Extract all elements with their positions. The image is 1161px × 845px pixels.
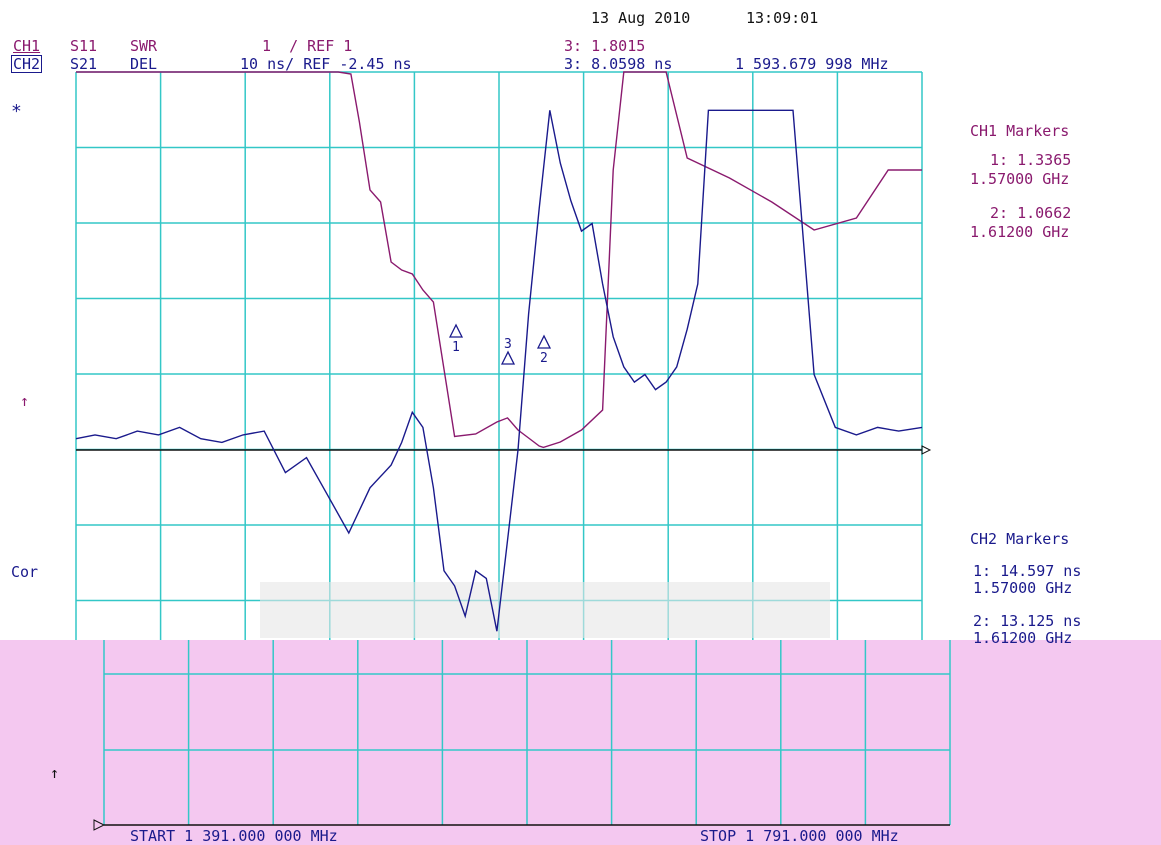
trace-ch1-swr bbox=[76, 71, 922, 449]
ch1-marker-2-value: 2: 1.0662 bbox=[990, 204, 1072, 222]
reference-line-end-marker bbox=[921, 445, 932, 455]
ch2-label[interactable]: CH2 bbox=[11, 55, 43, 73]
ch1-marker-1-value: 1: 1.3365 bbox=[990, 151, 1072, 169]
ch2-param: S21 bbox=[70, 55, 98, 73]
marker-1-triangle bbox=[448, 323, 464, 338]
marker-3-triangle bbox=[500, 350, 516, 365]
ch2-marker-frequency: 1 593.679 998 MHz bbox=[735, 55, 889, 73]
time-label: 13:09:01 bbox=[746, 9, 819, 27]
ch1-format: SWR bbox=[130, 37, 158, 55]
start-frequency: START 1 391.000 000 MHz bbox=[130, 827, 338, 845]
bottom-reference-marker bbox=[93, 819, 106, 831]
marker-2-label: 2 bbox=[540, 351, 548, 366]
ch2-format: DEL bbox=[130, 55, 158, 73]
grid-lower bbox=[103, 640, 951, 825]
ch2-markers-title: CH2 Markers bbox=[970, 530, 1070, 548]
ch2-scale: 10 ns/ REF -2.45 ns bbox=[240, 55, 412, 73]
ch2-marker-1-value: 1: 14.597 ns bbox=[973, 562, 1082, 580]
ch1-marker-2-freq: 1.61200 GHz bbox=[970, 223, 1070, 241]
overlay-streak bbox=[260, 582, 830, 638]
trace-ch2-delay bbox=[75, 109, 923, 632]
stop-frequency: STOP 1 791.000 000 MHz bbox=[700, 827, 899, 845]
correction-indicator: Cor bbox=[11, 563, 39, 581]
ch2-marker-2-freq: 1.61200 GHz bbox=[973, 629, 1073, 647]
ch2-marker-2-value: 2: 13.125 ns bbox=[973, 612, 1082, 630]
ref-arrow-top-icon: ↑ bbox=[20, 392, 30, 410]
marker-1-label: 1 bbox=[452, 340, 460, 355]
ch1-label[interactable]: CH1 bbox=[13, 37, 41, 55]
marker-2-triangle bbox=[536, 334, 552, 349]
active-marker-star: * bbox=[11, 101, 22, 122]
ch1-markers-title: CH1 Markers bbox=[970, 122, 1070, 140]
ch2-marker-value: 3: 8.0598 ns bbox=[564, 55, 673, 73]
ch1-param: S11 bbox=[70, 37, 98, 55]
marker-3-label: 3 bbox=[504, 337, 512, 352]
date-label: 13 Aug 2010 bbox=[591, 9, 691, 27]
grid-upper bbox=[75, 71, 923, 640]
ref-arrow-bottom-icon: ↑ bbox=[50, 764, 60, 782]
overlay-band bbox=[0, 640, 1161, 845]
ch1-marker-1-freq: 1.57000 GHz bbox=[970, 170, 1070, 188]
ch2-marker-1-freq: 1.57000 GHz bbox=[973, 579, 1073, 597]
ch1-marker-value: 3: 1.8015 bbox=[564, 37, 646, 55]
ch1-scale: 1 / REF 1 bbox=[262, 37, 353, 55]
